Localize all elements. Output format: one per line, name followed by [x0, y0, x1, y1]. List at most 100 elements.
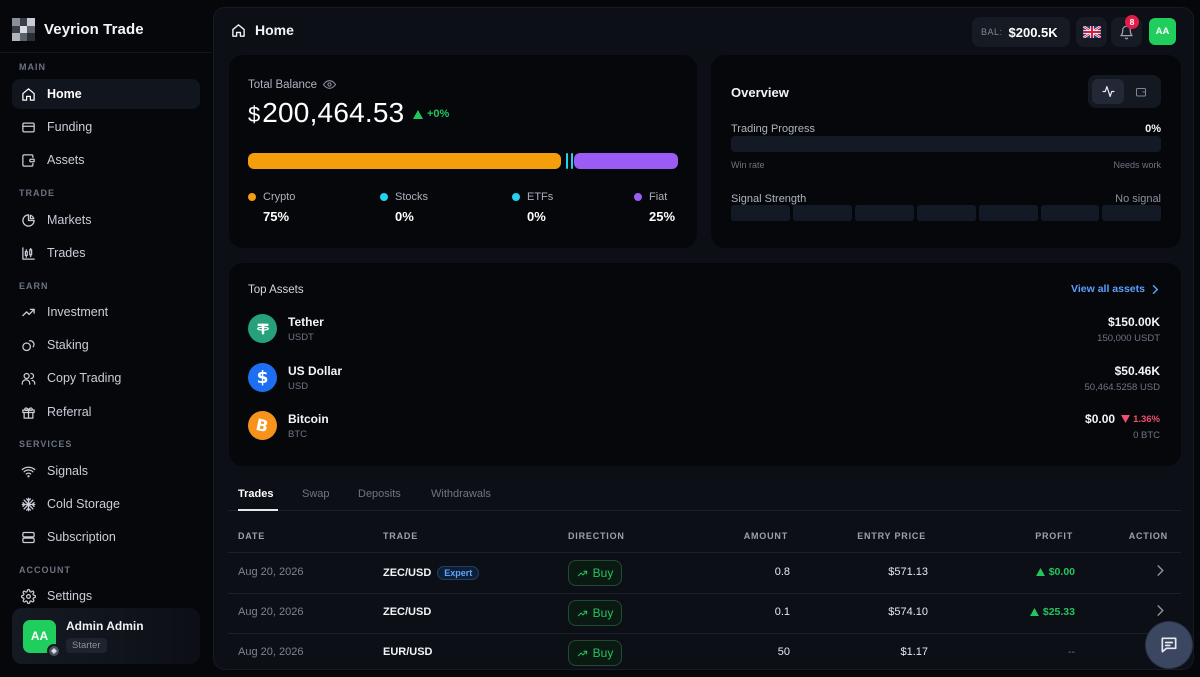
trading-progress-label: Trading Progress [731, 123, 815, 135]
language-button[interactable] [1076, 17, 1107, 47]
table-row[interactable]: Aug 20, 2026 ZEC/USD Expert Buy 0.8 $571… [228, 553, 1181, 593]
trend-up-icon [577, 610, 587, 616]
tab-deposits[interactable]: Deposits [358, 488, 401, 500]
asset-row-us-dollar[interactable]: $ US Dollar USD $50.46K 50,464.5258 USD [248, 361, 1160, 395]
total-balance-label: Total Balance [248, 78, 337, 91]
allocation-segment-fiat [574, 153, 678, 169]
column-header-amount: AMOUNT [743, 531, 788, 541]
dollar-icon: $ [248, 363, 277, 392]
column-header-trade: TRADE [383, 531, 418, 541]
trading-progress-row: Trading Progress 0% [731, 123, 1161, 135]
allocation-bar [248, 153, 678, 169]
brand-logo[interactable]: Veyrion Trade [12, 18, 144, 41]
sidebar-item-referral[interactable]: Referral [12, 397, 200, 427]
allocation-segment-stocks [566, 153, 568, 169]
sidebar-item-signals[interactable]: Signals [12, 456, 200, 486]
asset-value: $0.00 1.36% [1085, 412, 1160, 426]
asset-name: Bitcoin [288, 412, 329, 426]
trade-amount: 0.8 [774, 566, 790, 578]
legend-dot [248, 193, 256, 201]
sidebar-item-funding[interactable]: Funding [12, 112, 200, 142]
asset-holding: 150,000 USDT [1097, 333, 1160, 344]
legend-label: Fiat [649, 191, 668, 203]
activity-view-button[interactable] [1092, 79, 1124, 104]
legend-value: 0% [395, 209, 414, 224]
asset-change-value: 1.36% [1133, 413, 1160, 425]
sidebar-item-label: Funding [47, 120, 93, 134]
section-label-earn: EARN [19, 281, 49, 291]
expert-badge: Expert [437, 566, 480, 580]
overview-card: Overview Trading Progress 0% Win rate Ne… [711, 55, 1181, 248]
user-card[interactable]: AA Admin Admin Starter [12, 608, 200, 664]
sidebar-item-cold-storage[interactable]: Cold Storage [12, 489, 200, 519]
sidebar-item-markets[interactable]: Markets [12, 205, 200, 235]
sidebar-item-label: Trades [47, 246, 86, 260]
user-name: Admin Admin [66, 619, 144, 633]
entry-price: $571.13 [888, 566, 928, 578]
view-all-assets-link[interactable]: View all assets [1071, 283, 1159, 295]
direction-label: Buy [592, 646, 614, 660]
active-tab-indicator [238, 509, 278, 511]
sidebar-item-trades[interactable]: Trades [12, 238, 200, 268]
top-assets-title: Top Assets [248, 284, 304, 296]
balance-pill[interactable]: BAL: $200.5K [972, 17, 1070, 47]
entry-price: $1.17 [900, 646, 928, 658]
activity-icon [1101, 86, 1115, 97]
currency-symbol: $ [248, 102, 261, 127]
section-label-main: MAIN [19, 62, 46, 72]
tab-withdrawals[interactable]: Withdrawals [431, 488, 491, 500]
sidebar-item-home[interactable]: Home [12, 79, 200, 109]
sidebar-item-copy-trading[interactable]: Copy Trading [12, 363, 200, 393]
triangle-up-icon [413, 109, 423, 119]
brand-name: Veyrion Trade [44, 21, 144, 38]
direction-pill: Buy [568, 600, 622, 626]
legend-dot [380, 193, 388, 201]
asset-change: 1.36% [1121, 414, 1160, 425]
sidebar-item-settings[interactable]: Settings [12, 581, 200, 611]
chat-icon [1161, 637, 1177, 653]
notifications-button[interactable]: 8 [1111, 15, 1142, 47]
gift-icon [22, 406, 35, 419]
sidebar-item-label: Copy Trading [47, 371, 122, 385]
sidebar-item-investment[interactable]: Investment [12, 297, 200, 327]
trade-pair: ZEC/USD [383, 606, 431, 618]
tether-icon [248, 314, 277, 343]
asset-holding: 0 BTC [1133, 430, 1160, 441]
table-row[interactable]: Aug 20, 2026 ZEC/USD Buy 0.1 $574.10 $25… [228, 593, 1181, 633]
tab-trades[interactable]: Trades [238, 488, 274, 500]
asset-row-tether[interactable]: Tether USDT $150.00K 150,000 USDT [248, 312, 1160, 346]
sidebar-item-label: Home [47, 87, 82, 101]
tab-swap[interactable]: Swap [302, 488, 330, 500]
direction-pill: Buy [568, 640, 622, 666]
sidebar-item-subscription[interactable]: Subscription [12, 522, 200, 552]
row-action-button[interactable] [1156, 565, 1164, 576]
chevron-right-icon [1157, 605, 1164, 616]
table-row[interactable]: Aug 20, 2026 EUR/USD Buy 50 $1.17 -- [228, 633, 1181, 669]
sidebar-item-label: Assets [47, 153, 85, 167]
layers-icon [22, 531, 35, 543]
asset-row-bitcoin[interactable]: B Bitcoin BTC $0.00 1.36% 0 BTC [248, 409, 1160, 443]
row-action-button[interactable] [1156, 605, 1164, 616]
wallet-view-button[interactable] [1125, 79, 1157, 104]
sidebar-item-label: Staking [47, 338, 89, 352]
candlestick-icon [22, 246, 35, 260]
trade-amount: 0.1 [774, 606, 790, 618]
asset-symbol: BTC [288, 429, 307, 440]
win-rate-label: Win rate [731, 160, 765, 170]
chat-support-button[interactable] [1146, 622, 1192, 668]
column-header-action: ACTION [1128, 531, 1168, 541]
asset-value-text: $150.00K [1107, 315, 1160, 329]
bitcoin-icon: B [248, 411, 277, 440]
divider [0, 52, 212, 53]
pie-chart-icon [22, 213, 35, 227]
total-balance-card: Total Balance $ 200,464.53 +0% Crypto 75… [229, 55, 697, 248]
sidebar-item-assets[interactable]: Assets [12, 145, 200, 175]
sidebar-item-staking[interactable]: Staking [12, 330, 200, 360]
table-divider [228, 552, 1181, 553]
section-label-services: SERVICES [19, 439, 73, 449]
allocation-segment-crypto [248, 153, 561, 169]
wallet-icon [22, 122, 35, 132]
header-avatar[interactable]: AA [1149, 18, 1176, 45]
eye-icon[interactable] [323, 78, 337, 91]
asset-holding: 50,464.5258 USD [1084, 382, 1160, 393]
